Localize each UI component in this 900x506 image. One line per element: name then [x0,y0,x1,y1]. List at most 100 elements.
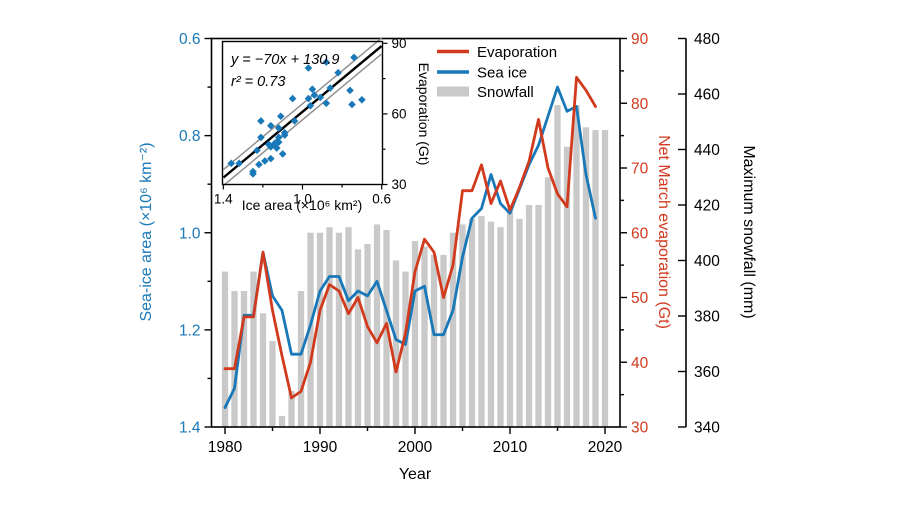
snowfall-bar-1985 [269,340,276,427]
inset-scatter-point [267,143,275,151]
inset-scatter-point [304,64,313,72]
inset-scatter-point [310,91,319,99]
inset-scatter-point [235,159,243,168]
far-right-axis-title: Maximum snowfall (mm) [740,145,757,318]
inset-tick-label: 1.4 [214,192,233,207]
snowfall-bar-2008 [487,221,495,427]
inset-scatter-plot: 1.4 1.0 0.630 60 90 [214,36,407,207]
legend-swatch-2 [437,86,469,97]
inset-scatter-point [358,95,366,104]
x-axis-title: Year [399,466,432,483]
tick-label: 1.4 [179,420,201,437]
snowfall-bar-2016 [563,146,571,427]
snowfall-bar-2004 [449,232,457,427]
tick-label: 2020 [588,439,623,456]
inset-confidence-line [223,53,382,187]
snowfall-bar-2006 [468,218,476,427]
inset-scatter-point [257,133,265,142]
tick-label: 30 [631,420,649,437]
snowfall-bar-1998 [392,260,400,427]
snowfall-bar-2018 [582,127,590,427]
inset-regression-line [222,45,383,179]
snowfall-bars [221,105,609,427]
inset-scatter-point [290,117,299,125]
snowfall-bar-1984 [259,313,267,427]
inset-scatter-point [270,139,279,148]
inset-scatter-point [316,93,325,102]
tick-label: 0.8 [179,128,201,145]
inset-scatter-point [278,150,287,158]
tick-label: 2010 [493,439,528,456]
snowfall-bar-2001 [421,246,428,427]
tick-label: 400 [694,253,720,270]
snowfall-bar-2014 [544,177,552,427]
snowfall-bar-2000 [411,241,419,427]
inset-scatter-point [249,167,257,176]
data-lines [223,75,597,410]
inset-tick-label: 60 [392,106,407,121]
inset-scatter-point [255,160,263,169]
inset-scatter-point [288,94,297,103]
legend-label-snowfall: Snowfall [477,84,534,101]
snowfall-bar-1983 [250,271,257,427]
tick-label: 50 [631,290,649,307]
tick-label: 440 [694,142,720,159]
snowfall-bar-1986 [278,415,286,427]
inset-scatter-point [306,101,315,110]
tick-label: 1980 [208,439,243,456]
tick-label: 340 [694,420,720,437]
snowfall-bar-2019 [592,130,599,427]
snowfall-bar-2012 [525,205,533,427]
inset-scatter-point [265,140,273,149]
inset-scatter-point [253,146,261,155]
axis-ticks-and-tick-labels: 1980 1990 2000 2010 2020 0.6 0.8 1.0 1.2 1.4 30 40 5… [179,31,720,456]
tick-label: 2000 [398,439,433,456]
inset-scatter-point [334,68,342,77]
tick-label: 40 [631,355,649,372]
tick-label: 0.6 [179,31,201,48]
inset-scatter-point [350,53,358,62]
snowfall-bar-2010 [506,210,514,427]
snowfall-bar-1982 [240,291,248,427]
tick-label: 380 [694,309,720,326]
legend-label-sea-ice: Sea ice [477,65,527,82]
tick-label: 80 [631,96,649,113]
snowfall-bar-1987 [288,390,295,427]
inset-scatter-point [322,99,331,108]
inset-tick-label: 0.6 [372,192,391,207]
sea-ice-line [223,85,597,410]
inset-x-axis-title: Ice area (×10⁶ km²) [242,197,363,213]
snowfall-bar-1996 [373,224,381,427]
inset-scatter-point [280,131,289,139]
right-axis-title: Net March evaporation (Gt) [655,135,672,329]
tick-label: 1.0 [179,225,201,242]
inset-scatter-point [267,154,275,163]
snowfall-bar-1992 [335,232,343,427]
snowfall-bar-1991 [326,227,333,427]
inset-scatter-point [274,138,283,146]
tick-label: 420 [694,198,720,215]
snowfall-bar-1990 [316,232,324,427]
snowfall-bar-1988 [297,291,305,427]
tick-label: 360 [694,364,720,381]
snowfall-bar-2009 [497,227,504,427]
snowfall-bar-2011 [516,218,523,427]
inset-y-axis-title: Evaporation (Gt) [416,63,432,166]
inset-scatter-point [304,94,313,103]
snowfall-bar-2003 [440,254,447,427]
inset-regression-equation: y = −70x + 130.9 [230,52,339,68]
inset-r-squared: r² = 0.73 [231,74,285,90]
tick-label: 70 [631,161,649,178]
snowfall-bar-2005 [459,224,466,427]
inset-scatter-point [274,133,283,142]
inset-scatter-point [346,86,354,95]
inset-scatter-point [272,144,281,152]
legend-swatches [437,49,469,97]
inset-scatter-point [227,159,236,168]
evaporation-line [223,75,597,400]
inset-scatter-point [308,85,317,93]
inset-scatter-point [348,100,356,109]
snowfall-bar-1995 [364,243,371,427]
